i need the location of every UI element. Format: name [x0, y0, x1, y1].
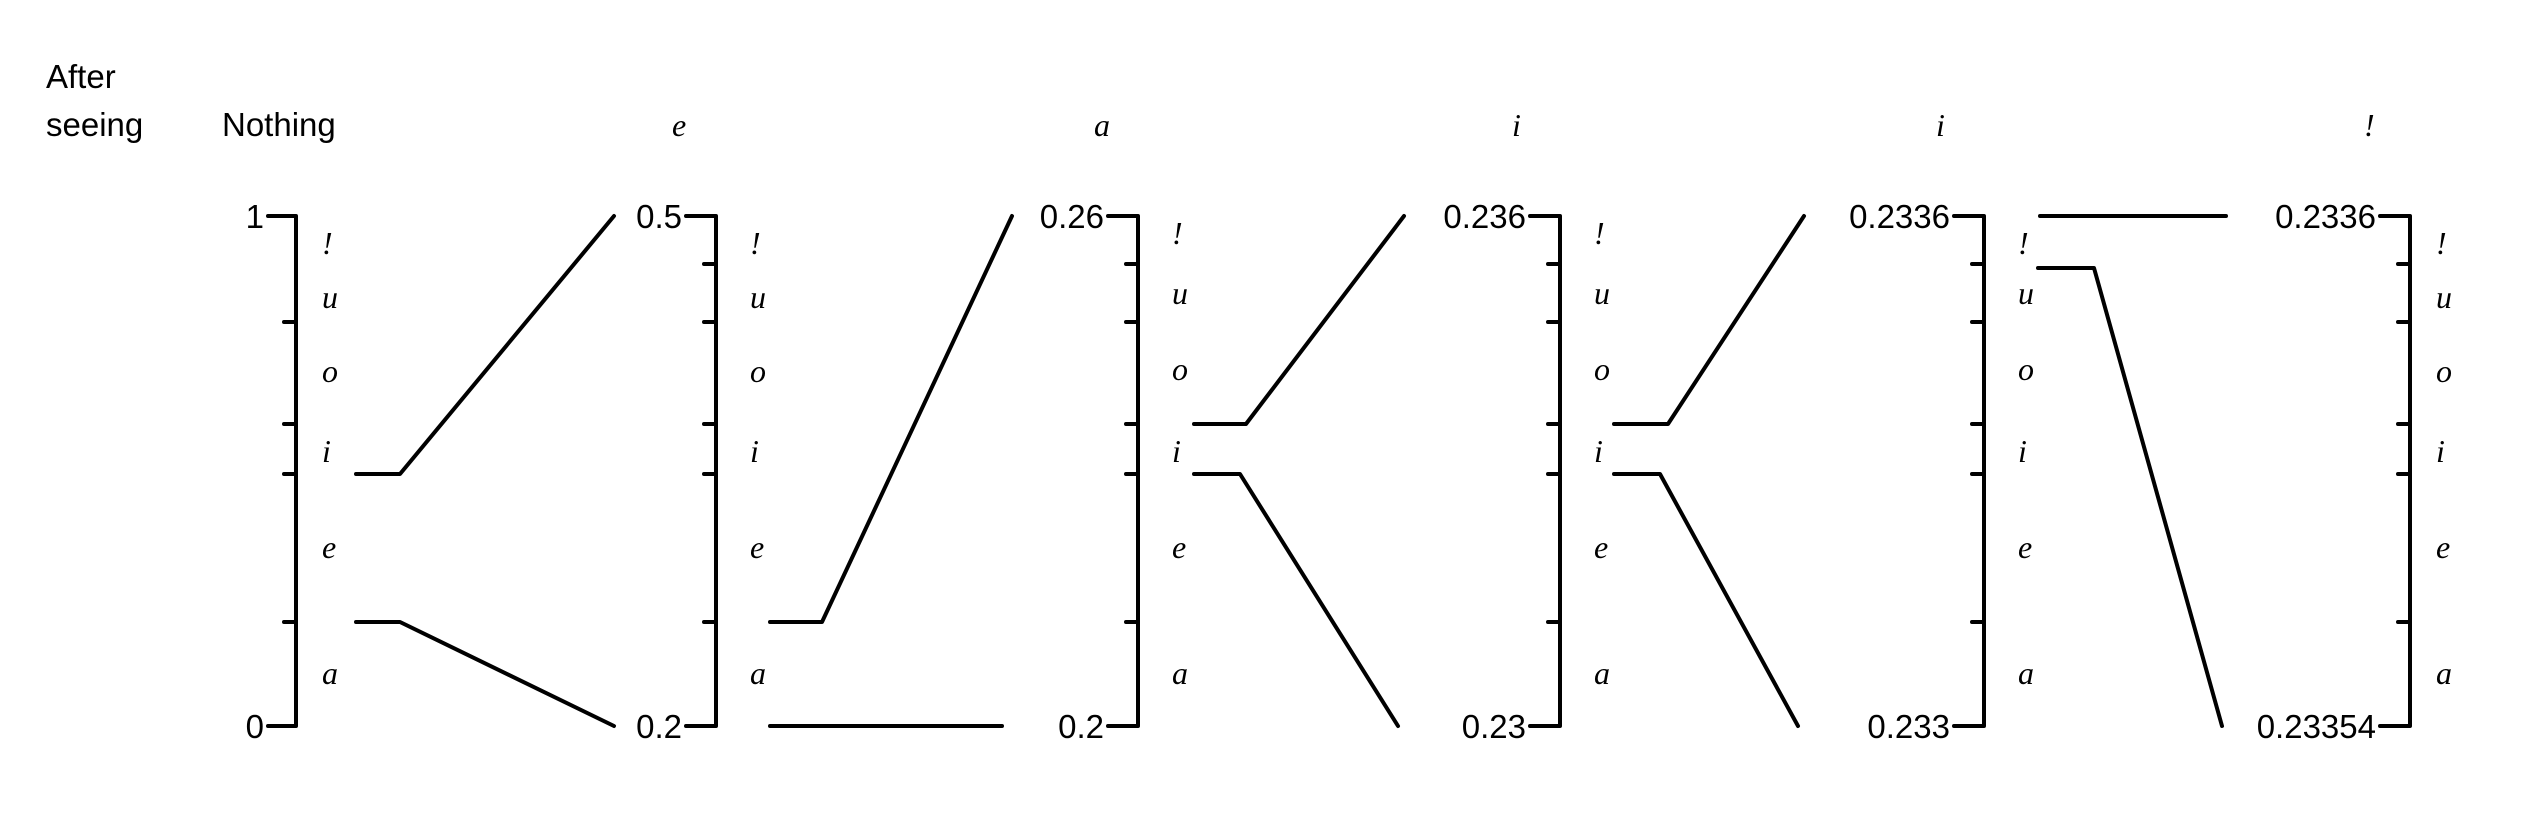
symbol-u: u: [2018, 275, 2034, 311]
symbol-o: o: [750, 353, 766, 389]
zoom-connectors-after-i-first: [1192, 214, 1406, 728]
symbol-exclaim: !: [2436, 225, 2447, 261]
zoom-connectors-after-i-second: [1612, 214, 1806, 728]
symbol-u: u: [1594, 275, 1610, 311]
step-label-i-second: i: [1936, 107, 1945, 143]
scale-1-top: 0.5: [636, 198, 682, 235]
step-label-i-first: i: [1512, 107, 1521, 143]
symbol-u: u: [750, 279, 766, 315]
scale-2-top: 0.26: [1040, 198, 1104, 235]
step-label-e: e: [672, 107, 686, 143]
scale-2-bottom: 0.2: [1058, 708, 1104, 745]
symbol-a: a: [2436, 655, 2452, 691]
scale-4-bottom: 0.233: [1867, 708, 1950, 745]
symbol-e: e: [1594, 529, 1608, 565]
symbol-o: o: [1172, 351, 1188, 387]
symbol-exclaim: !: [322, 225, 333, 261]
symbol-a: a: [1172, 655, 1188, 691]
scale-5-bottom: 0.23354: [2257, 708, 2376, 745]
scale-0-bottom: 0: [246, 708, 264, 745]
axis-0: [266, 214, 298, 728]
symbol-i: i: [322, 433, 331, 469]
scale-4-top: 0.2336: [1849, 198, 1950, 235]
zoom-connectors-after-exclaim: [2036, 214, 2228, 728]
axis-5: [2378, 214, 2412, 728]
symbol-u: u: [1172, 275, 1188, 311]
symbol-i: i: [1594, 433, 1603, 469]
symbol-exclaim: !: [1172, 215, 1183, 251]
scale-0-top: 1: [246, 198, 264, 235]
step-label-a: a: [1094, 107, 1110, 143]
axis-3: [1528, 214, 1562, 728]
symbol-a: a: [2018, 655, 2034, 691]
symbol-o: o: [322, 353, 338, 389]
row-label-seeing: seeing: [46, 106, 143, 143]
symbol-e: e: [750, 529, 764, 565]
symbol-e: e: [1172, 529, 1186, 565]
scale-1-bottom: 0.2: [636, 708, 682, 745]
symbol-e: e: [2436, 529, 2450, 565]
symbol-i: i: [2018, 433, 2027, 469]
symbol-a: a: [1594, 655, 1610, 691]
scale-3-bottom: 0.23: [1462, 708, 1526, 745]
symbol-i: i: [750, 433, 759, 469]
symbol-o: o: [1594, 351, 1610, 387]
symbol-i: i: [1172, 433, 1181, 469]
symbol-exclaim: !: [750, 225, 761, 261]
symbol-exclaim: !: [2018, 225, 2029, 261]
axis-1: [684, 214, 718, 728]
symbol-e: e: [2018, 529, 2032, 565]
scale-5-top: 0.2336: [2275, 198, 2376, 235]
scale-3-top: 0.236: [1443, 198, 1526, 235]
axis-2: [1106, 214, 1140, 728]
symbol-i: i: [2436, 433, 2445, 469]
row-label-after: After: [46, 58, 116, 95]
axis-4: [1952, 214, 1986, 728]
symbol-e: e: [322, 529, 336, 565]
step-label-exclaim: !: [2364, 107, 2375, 143]
symbol-u: u: [2436, 279, 2452, 315]
symbol-a: a: [322, 655, 338, 691]
symbol-u: u: [322, 279, 338, 315]
symbol-o: o: [2436, 353, 2452, 389]
step-label-nothing: Nothing: [222, 106, 336, 143]
symbol-a: a: [750, 655, 766, 691]
symbol-o: o: [2018, 351, 2034, 387]
symbol-exclaim: !: [1594, 215, 1605, 251]
zoom-connectors-after-a: [768, 214, 1014, 728]
zoom-connectors-after-e: [354, 214, 616, 728]
